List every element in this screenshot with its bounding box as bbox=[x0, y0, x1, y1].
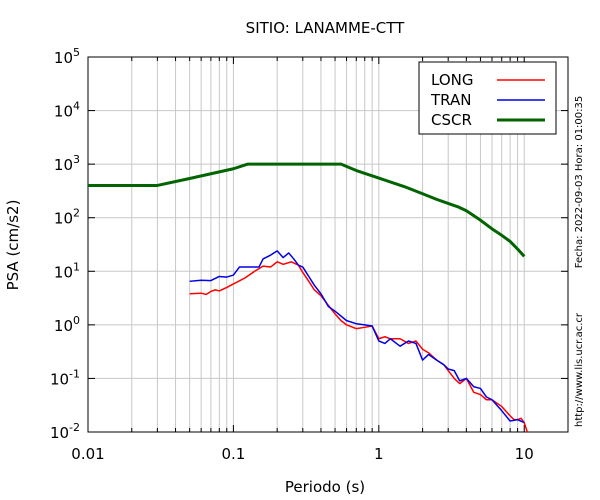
x-tick-label: 1 bbox=[374, 445, 384, 463]
legend-label-tran: TRAN bbox=[430, 91, 471, 109]
series-line-long bbox=[189, 261, 529, 433]
y-tick-label: 105 bbox=[54, 46, 80, 67]
x-tick-label: 0.01 bbox=[71, 445, 104, 463]
y-tick-label: 104 bbox=[54, 100, 80, 121]
x-tick-label: 0.1 bbox=[221, 445, 245, 463]
source-url-label: http://www.lis.ucr.ac.cr bbox=[574, 312, 585, 427]
y-tick-label: 102 bbox=[54, 207, 80, 228]
chart-title: SITIO: LANAMME-CTT bbox=[246, 19, 405, 37]
series-line-tran bbox=[189, 250, 525, 424]
plot-frame bbox=[87, 56, 569, 433]
x-tick-label: 10 bbox=[515, 445, 534, 463]
series-line-cscr bbox=[88, 162, 526, 258]
legend-box bbox=[418, 61, 557, 135]
legend-label-cscr: CSCR bbox=[431, 111, 472, 129]
y-tick-label: 10-1 bbox=[50, 367, 80, 388]
series-layer bbox=[88, 162, 529, 433]
y-axis-label: PSA (cm/s2) bbox=[4, 200, 22, 291]
y-tick-label: 101 bbox=[54, 260, 80, 281]
y-tick-label: 10-2 bbox=[50, 421, 80, 442]
y-tick-label: 100 bbox=[54, 314, 80, 335]
date-time-label: Fecha: 2022-09-03 Hora: 01:00:35 bbox=[574, 96, 585, 269]
x-axis-label: Periodo (s) bbox=[285, 478, 365, 496]
axis-ticks: 0.01 0.1 1 10 10-2 10-1 100 101 102 103 104 105 bbox=[50, 46, 569, 463]
legend: LONG TRAN CSCR bbox=[418, 61, 557, 135]
y-tick-label: 103 bbox=[54, 153, 80, 174]
legend-label-long: LONG bbox=[431, 71, 473, 89]
